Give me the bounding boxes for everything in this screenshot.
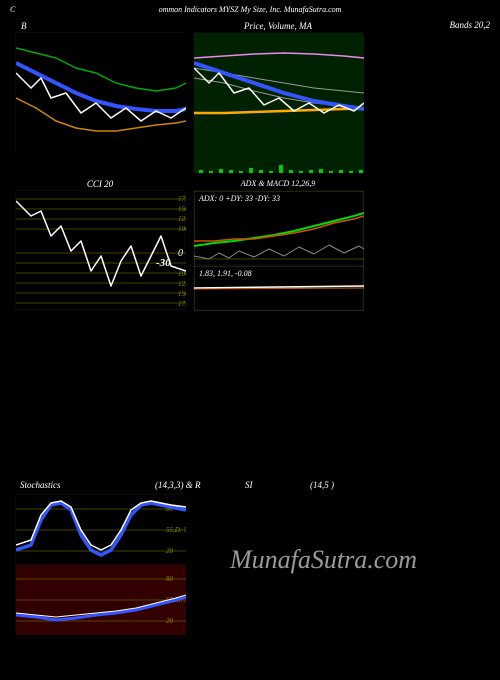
bollinger-chart — [16, 33, 186, 153]
svg-text:ADX: 0 +DY: 33 -DY: 33: ADX: 0 +DY: 33 -DY: 33 — [198, 194, 280, 203]
cci-title: CCI 20 — [87, 179, 113, 189]
adx-panel: ADX & MACD 12,26,9 ADX: 0 +DY: 33 -DY: 3… — [193, 190, 363, 265]
svg-text:80: 80 — [166, 575, 174, 583]
bollinger-title-right: Bands 20,2 — [450, 20, 491, 30]
svg-text:0: 0 — [178, 248, 183, 259]
stochastics-panel: 8055,D: 5520 — [15, 494, 185, 564]
svg-text:150: 150 — [178, 205, 186, 213]
page-header: C ommon Indicators MYSZ My Size, Inc. Mu… — [0, 0, 500, 20]
stoch-title-l: Stochastics — [20, 480, 61, 490]
svg-text:55,D: 55: 55,D: 55 — [166, 526, 186, 534]
svg-text:1.83, 1.91, -0.08: 1.83, 1.91, -0.08 — [199, 269, 252, 278]
bollinger-title-left: B — [21, 21, 27, 31]
adx-chart: ADX: 0 +DY: 33 -DY: 33 — [194, 191, 364, 266]
svg-text:175: 175 — [178, 300, 186, 308]
svg-text:125: 125 — [178, 215, 186, 223]
cci-chart: 1751501251000-30100125150175 — [16, 191, 186, 311]
rsi-chart: 8050,SI: 3020 — [16, 565, 186, 635]
rsi-title-r: (14,5 ) — [310, 480, 334, 490]
macd-panel: 1.83, 1.91, -0.08 — [193, 265, 363, 310]
header-center: ommon Indicators MYSZ My Size, Inc. Muna… — [159, 5, 342, 14]
rsi-title-l: SI — [245, 480, 253, 490]
macd-chart: 1.83, 1.91, -0.08 — [194, 266, 364, 311]
price-title: Price, Volume, MA — [244, 21, 312, 31]
svg-text:175: 175 — [178, 195, 186, 203]
stoch-title-r: (14,3,3) & R — [155, 480, 201, 490]
header-left: C — [10, 5, 15, 14]
stochastics-chart: 8055,D: 5520 — [16, 495, 186, 565]
adx-title: ADX & MACD 12,26,9 — [241, 179, 315, 188]
svg-text:100: 100 — [178, 225, 186, 233]
bollinger-panel: B — [15, 32, 185, 152]
svg-text:20: 20 — [166, 617, 174, 625]
cci-panel: CCI 20 1751501251000-30100125150175 — [15, 190, 185, 310]
svg-text:20: 20 — [166, 547, 174, 555]
svg-text:125: 125 — [178, 280, 186, 288]
price-panel: Price, Volume, MA — [193, 32, 363, 172]
rsi-panel: 8050,SI: 3020 — [15, 564, 185, 634]
price-chart — [194, 33, 364, 173]
svg-text:150: 150 — [178, 290, 186, 298]
